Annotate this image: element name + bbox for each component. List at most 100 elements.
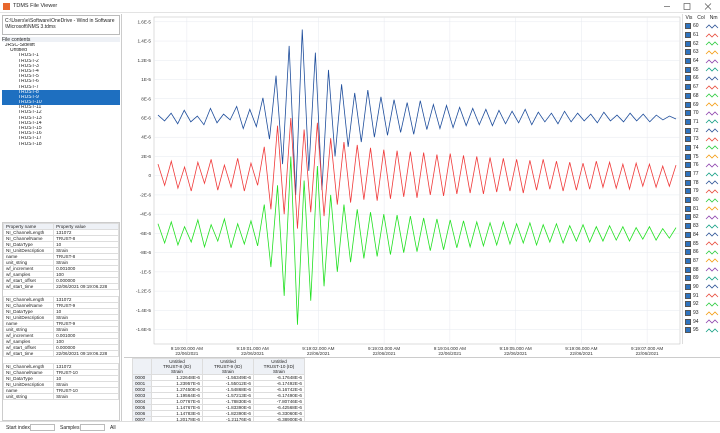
legend-swatch xyxy=(705,302,719,307)
legend-checkbox[interactable] xyxy=(685,110,691,117)
legend-swatch xyxy=(705,319,719,324)
data-column-header: Untitled TRUST-8 (ID) Strain xyxy=(151,358,203,375)
legend-label: 71 xyxy=(693,118,699,125)
y-tick-label: -1.6E-5 xyxy=(136,327,152,332)
property-table: Property name Property value NI_ChannelLen… xyxy=(2,222,120,421)
tree-channel[interactable]: TRUST-1 xyxy=(18,53,39,59)
header-unit: Strain xyxy=(272,369,285,374)
tree-channel[interactable]: TRUST-13 xyxy=(18,115,42,121)
legend-label: 81 xyxy=(693,205,699,212)
data-table: Untitled TRUST-8 (ID) Strain Untitled TRUST-… xyxy=(124,357,720,421)
legend-swatch-line xyxy=(705,111,719,116)
legend-checkbox[interactable] xyxy=(685,144,691,151)
tree-channel[interactable]: TRUST-7 xyxy=(18,84,39,90)
legend-checkbox[interactable] xyxy=(685,179,691,186)
close-button[interactable] xyxy=(704,3,712,10)
legend-checkbox[interactable] xyxy=(685,266,691,273)
x-tick-date: 22/06/2021 xyxy=(504,351,527,356)
tree-channel[interactable]: TRUST-12 xyxy=(18,110,42,116)
left-panel: C:\Users\e\Software\OneDrive - Wind in S… xyxy=(0,14,122,421)
legend-checkbox[interactable] xyxy=(685,101,691,108)
legend-checkbox[interactable] xyxy=(685,136,691,143)
tree-channel[interactable]: TRUST-9 xyxy=(2,94,120,101)
legend-checkbox[interactable] xyxy=(685,127,691,134)
legend-checkbox[interactable] xyxy=(685,205,691,212)
y-tick-label: 0 xyxy=(148,173,151,178)
legend-checkbox[interactable] xyxy=(685,249,691,256)
legend-checkbox[interactable] xyxy=(685,40,691,47)
legend-checkbox[interactable] xyxy=(685,231,691,238)
legend-checkbox[interactable] xyxy=(685,66,691,73)
window-controls xyxy=(664,3,712,10)
legend-swatch xyxy=(705,241,719,246)
legend-row: 94 xyxy=(683,317,720,326)
legend-swatch-line xyxy=(705,102,719,107)
property-row: wf_start_time 22/06/2021 09:19:06.228 xyxy=(3,350,119,357)
legend-checkbox[interactable] xyxy=(685,75,691,82)
tree-channel[interactable]: TRUST-10 xyxy=(2,100,120,106)
legend-checkbox[interactable] xyxy=(685,188,691,195)
x-tick-time: 9:19:07.000 AM xyxy=(631,346,663,351)
legend-checkbox[interactable] xyxy=(685,197,691,204)
legend-checkbox[interactable] xyxy=(685,223,691,230)
data-row: 0007 1.20178E-6 -1.21176E-6 -6.38900E-6 xyxy=(132,416,305,421)
legend-checkbox[interactable] xyxy=(685,318,691,325)
data-cell: -1.21176E-6 xyxy=(202,416,254,421)
legend-row: 74 xyxy=(683,144,720,153)
header-group: Untitled xyxy=(271,359,287,364)
legend-checkbox[interactable] xyxy=(685,171,691,178)
legend-row: 88 xyxy=(683,265,720,274)
tree-channel[interactable]: TRUST-8 xyxy=(2,89,120,95)
legend-label: 88 xyxy=(693,266,699,273)
legend-checkbox[interactable] xyxy=(685,301,691,308)
legend-label: 63 xyxy=(693,49,699,56)
legend-row: 89 xyxy=(683,274,720,283)
legend-label: 65 xyxy=(693,66,699,73)
legend-label: 87 xyxy=(693,257,699,264)
tree-channel[interactable]: TRUST-17 xyxy=(18,136,42,142)
legend-checkbox[interactable] xyxy=(685,327,691,334)
legend-checkbox[interactable] xyxy=(685,32,691,39)
property-row: unit_string Strain xyxy=(3,393,119,400)
maximize-button[interactable] xyxy=(683,3,691,10)
legend-checkbox[interactable] xyxy=(685,153,691,160)
legend-checkbox[interactable] xyxy=(685,292,691,299)
data-cell: 1.20178E-6 xyxy=(151,416,203,421)
legend-checkbox[interactable] xyxy=(685,162,691,169)
header-unit: Strain xyxy=(221,369,234,374)
legend-checkbox[interactable] xyxy=(685,58,691,65)
tree-channel[interactable]: TRUST-18 xyxy=(18,141,42,147)
legend-checkbox[interactable] xyxy=(685,310,691,317)
tree-channel[interactable]: TRUST-2 xyxy=(18,58,39,64)
legend-label: 74 xyxy=(693,144,699,151)
legend-swatch xyxy=(705,85,719,90)
legend-checkbox[interactable] xyxy=(685,283,691,290)
legend-checkbox[interactable] xyxy=(685,275,691,282)
tree-channel[interactable]: TRUST-4 xyxy=(18,68,39,74)
tree-channel[interactable]: TRUST-6 xyxy=(18,79,39,85)
tree-channel[interactable]: TRUST-16 xyxy=(18,131,42,137)
legend-checkbox[interactable] xyxy=(685,118,691,125)
tree-channel[interactable]: TRUST-15 xyxy=(18,126,42,131)
tree-root[interactable]: JRSC-Sidelift xyxy=(5,43,35,48)
samples-input[interactable] xyxy=(80,424,105,431)
legend-checkbox[interactable] xyxy=(685,23,691,30)
all-button[interactable]: All xyxy=(110,425,116,431)
legend-row: 72 xyxy=(683,126,720,135)
legend-checkbox[interactable] xyxy=(685,214,691,221)
tree-channel[interactable]: TRUST-3 xyxy=(18,63,39,69)
tree-channel[interactable]: TRUST-5 xyxy=(18,74,39,80)
corner-cell xyxy=(132,358,152,375)
legend-checkbox[interactable] xyxy=(685,92,691,99)
tree-group[interactable]: Untitled xyxy=(10,48,27,54)
legend-checkbox[interactable] xyxy=(685,84,691,91)
tree-channel[interactable]: TRUST-14 xyxy=(18,120,42,126)
legend-checkbox[interactable] xyxy=(685,240,691,247)
legend-checkbox[interactable] xyxy=(685,49,691,56)
tree-channel[interactable]: TRUST-11 xyxy=(18,105,42,111)
legend-row: 91 xyxy=(683,291,720,300)
file-path-box[interactable]: C:\Users\e\Software\OneDrive - Wind in S… xyxy=(2,15,120,35)
file-contents-label: File contents xyxy=(2,37,120,43)
legend-checkbox[interactable] xyxy=(685,257,691,264)
start-index-input[interactable] xyxy=(30,424,55,431)
